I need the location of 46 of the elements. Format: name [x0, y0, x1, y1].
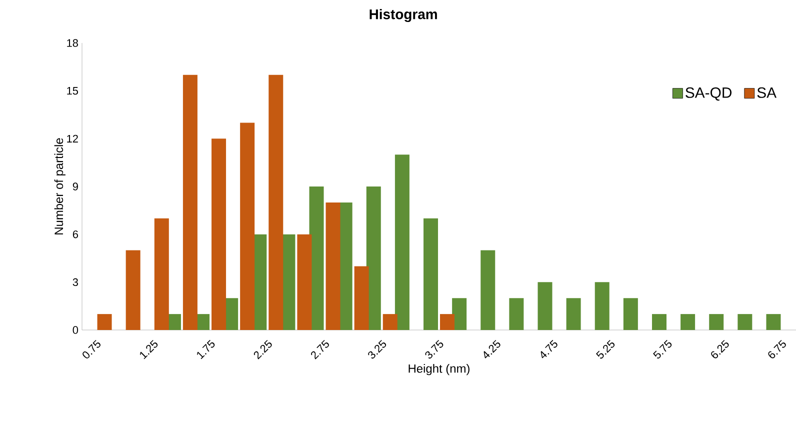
- bar: [480, 250, 496, 330]
- bar: [97, 314, 112, 330]
- bar: [212, 138, 226, 330]
- bar: [738, 314, 752, 330]
- x-tick-label: 4.25: [484, 340, 500, 358]
- bar: [268, 74, 284, 330]
- bar: [240, 122, 255, 330]
- bar: [354, 266, 369, 330]
- bar: [452, 298, 467, 330]
- bar: [440, 314, 454, 330]
- bar: [566, 298, 581, 330]
- bar: [594, 282, 610, 330]
- bar: [766, 314, 781, 330]
- bar: [424, 218, 438, 330]
- bar: [680, 314, 696, 330]
- legend-label: SA-QD: [686, 87, 732, 101]
- bar: [297, 234, 312, 330]
- bar: [394, 154, 410, 330]
- bar: [538, 282, 552, 330]
- x-tick-label: 6.25: [711, 340, 729, 358]
- x-axis-title: Height (nm): [408, 364, 470, 376]
- bar: [382, 314, 398, 330]
- x-tick-label: 4.75: [540, 340, 558, 358]
- y-tick-label: 15: [67, 87, 78, 95]
- y-tick-label: 18: [67, 39, 78, 47]
- y-tick-label: 0: [72, 326, 78, 334]
- y-axis-title: Number of particle: [54, 138, 66, 234]
- bar: [623, 298, 638, 330]
- y-tick-label: 3: [72, 278, 78, 286]
- x-tick-label: 6.75: [768, 340, 786, 358]
- x-tick-label: 0.75: [82, 340, 100, 358]
- bar: [126, 250, 140, 330]
- bar: [309, 186, 324, 330]
- chart-title: Histogram: [370, 8, 437, 22]
- x-tick-label: 5.75: [653, 340, 672, 359]
- y-tick-label: 6: [72, 230, 78, 238]
- bar: [509, 298, 524, 330]
- y-tick-label: 9: [72, 182, 78, 190]
- bar: [652, 314, 666, 330]
- bar: [326, 202, 340, 330]
- bar: [182, 74, 198, 330]
- bar: [366, 186, 381, 330]
- bar: [154, 218, 169, 330]
- bar: [709, 314, 724, 330]
- y-tick-label: 12: [67, 134, 78, 142]
- legend-label: SA: [757, 87, 777, 98]
